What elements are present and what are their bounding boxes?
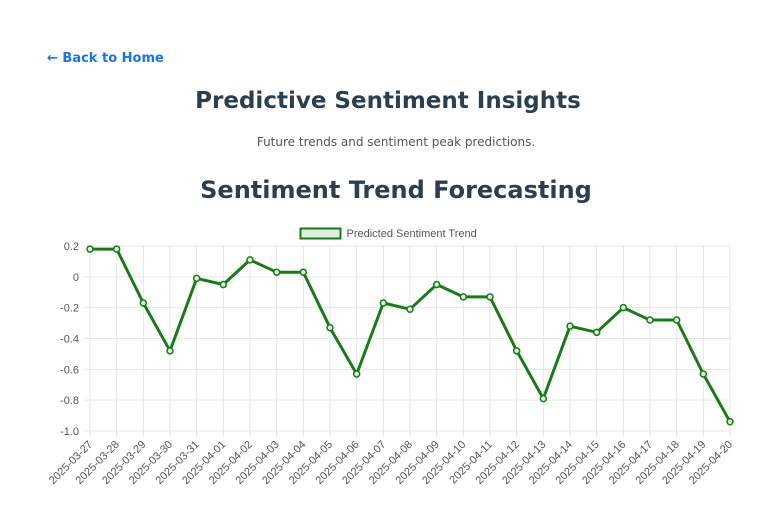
y-tick-label: -0.8	[60, 395, 79, 407]
data-point	[112, 245, 121, 253]
data-point	[192, 274, 201, 283]
data-point	[299, 268, 308, 276]
data-point	[619, 303, 628, 312]
data-point	[352, 370, 361, 378]
y-tick-label: 0	[73, 272, 79, 284]
y-tick-label: -0.2	[60, 303, 79, 315]
data-point	[432, 280, 441, 289]
data-point	[566, 322, 574, 330]
sentiment-trend-chart: Predicted Sentiment Trend 0.2 0 -0.2 -0.4 -0.…	[47, 227, 735, 487]
data-point	[592, 328, 601, 337]
data-point	[246, 256, 254, 264]
data-point	[86, 245, 94, 253]
y-tick-label: -0.4	[60, 334, 79, 346]
data-point	[459, 293, 468, 301]
content-card	[28, 40, 764, 496]
data-point	[326, 323, 334, 332]
data-point	[726, 418, 734, 426]
data-point	[379, 299, 388, 307]
legend-label: Predicted Sentiment Trend	[347, 228, 477, 240]
data-point	[672, 316, 681, 324]
y-tick-label: -0.6	[60, 364, 79, 376]
back-to-home-link[interactable]: ← Back to Home	[47, 51, 164, 66]
y-tick-label: 0.2	[64, 241, 79, 253]
data-point	[272, 268, 281, 276]
data-point	[539, 394, 548, 403]
data-point	[486, 293, 494, 301]
legend-swatch	[299, 227, 342, 240]
data-point	[646, 316, 654, 324]
y-tick-label: -1.0	[60, 426, 79, 438]
data-point	[512, 347, 521, 355]
chart-section-title: Sentiment Trend Forecasting	[200, 176, 592, 204]
page-title: Predictive Sentiment Insights	[195, 88, 581, 114]
data-point	[219, 280, 228, 289]
data-point	[699, 370, 708, 378]
data-point	[406, 305, 414, 313]
data-point	[139, 299, 148, 307]
data-point	[166, 347, 174, 355]
page-subtitle: Future trends and sentiment peak predict…	[256, 135, 536, 149]
